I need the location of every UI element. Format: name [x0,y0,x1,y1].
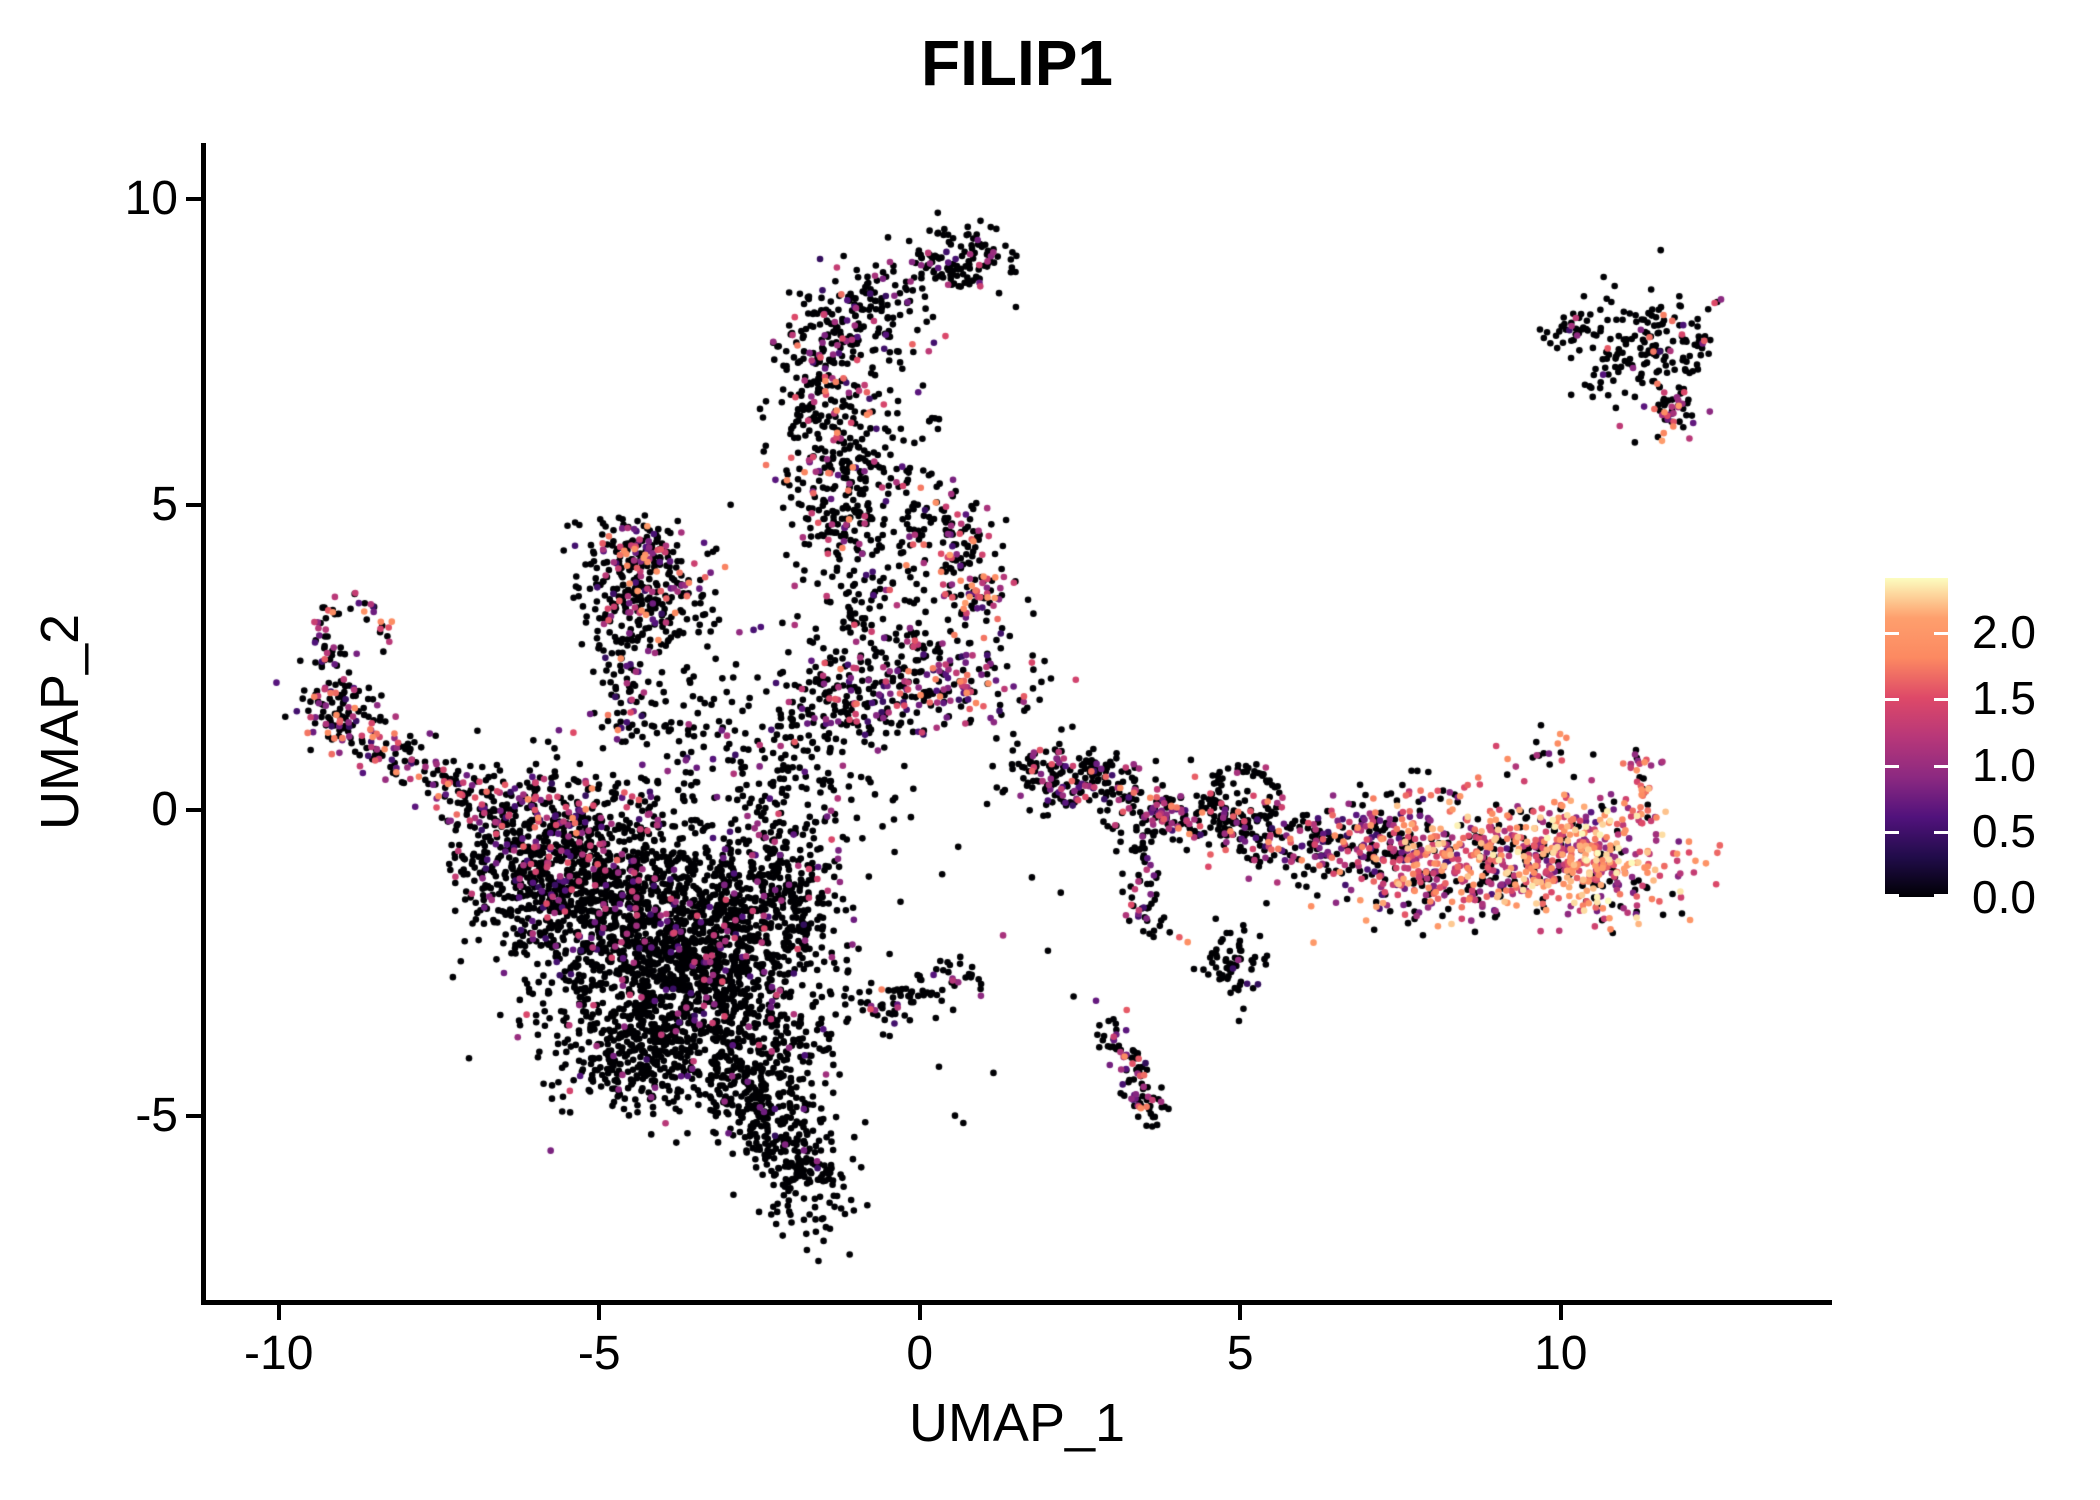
colorbar-tick-mark [1934,894,1948,897]
x-tick-mark [597,1305,602,1320]
x-tick-label: -10 [244,1327,314,1380]
colorbar-tick-mark [1934,830,1948,834]
colorbar [1885,578,1948,897]
x-tick-mark [917,1305,922,1320]
y-axis-title: UMAP_2 [30,613,90,831]
y-tick-mark [186,1113,201,1118]
colorbar-tick-mark [1885,698,1899,702]
colorbar-tick-mark [1885,764,1899,768]
colorbar-tick-mark [1885,632,1899,636]
colorbar-tick-mark [1885,894,1899,897]
y-tick-mark [186,808,201,813]
y-tick-label: 10 [124,172,178,226]
x-axis-line [201,1300,1832,1305]
colorbar-tick-mark [1885,830,1899,834]
colorbar-tick-label: 0.5 [1972,804,2036,857]
y-tick-label: 0 [151,783,178,837]
colorbar-tick-label: 1.5 [1972,672,2036,725]
colorbar-tick-label: 2.0 [1972,606,2036,659]
y-tick-label: -5 [135,1088,178,1142]
colorbar-tick-mark [1934,632,1948,636]
x-tick-label: -5 [577,1327,621,1380]
x-tick-label: 10 [1534,1327,1588,1380]
colorbar-tick-label: 1.0 [1972,738,2036,791]
x-axis-title: UMAP_1 [908,1393,1126,1453]
x-tick-mark [1238,1305,1243,1320]
x-tick-label: 5 [1226,1327,1254,1380]
y-tick-mark [186,502,201,507]
colorbar-tick-mark [1934,764,1948,768]
colorbar-tick-mark [1934,698,1948,702]
y-tick-label: 5 [151,477,178,531]
y-axis-line [201,143,206,1305]
x-tick-mark [276,1305,281,1320]
y-tick-mark [186,197,201,202]
x-tick-mark [1558,1305,1563,1320]
colorbar-tick-label: 0.0 [1972,871,2036,923]
x-tick-label: 0 [906,1327,934,1380]
